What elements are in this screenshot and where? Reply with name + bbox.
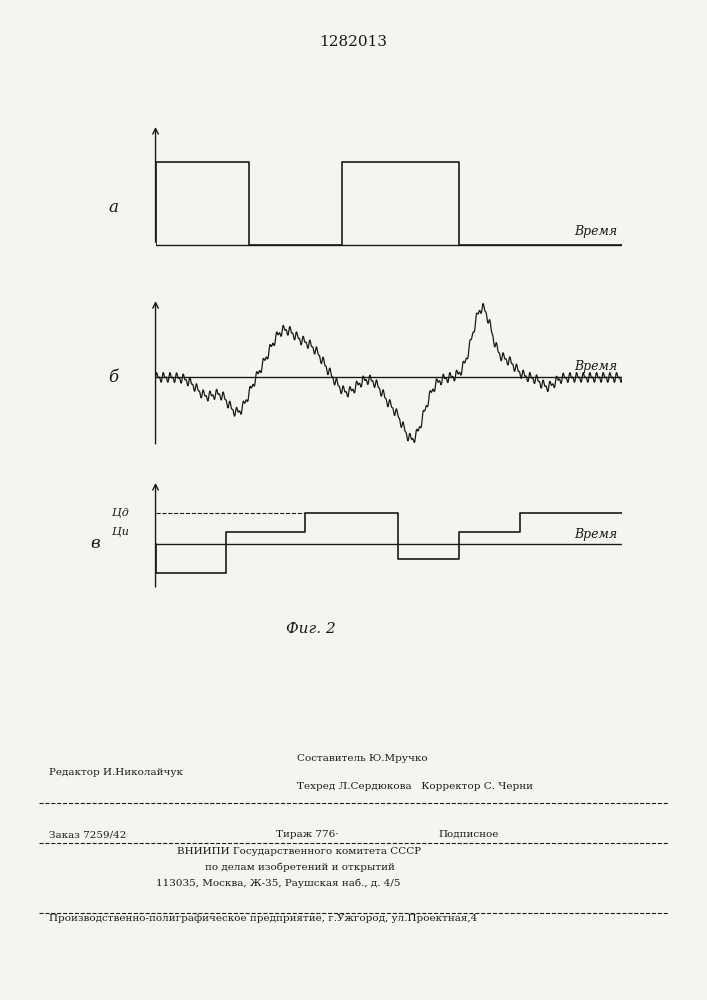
Text: Время: Время	[574, 528, 617, 541]
Text: по делам изобретений и открытий: по делам изобретений и открытий	[205, 862, 395, 872]
Text: 113035, Москва, Ж-35, Раушская наб., д. 4/5: 113035, Москва, Ж-35, Раушская наб., д. …	[156, 879, 400, 888]
Text: 1282013: 1282013	[320, 35, 387, 49]
Text: Составитель Ю.Мручко: Составитель Ю.Мручко	[297, 754, 428, 763]
Text: Ци: Ци	[112, 527, 129, 537]
Text: Подписное: Подписное	[438, 830, 498, 839]
Text: в: в	[90, 535, 100, 552]
Text: ВНИИПИ Государственного комитета СССР: ВНИИПИ Государственного комитета СССР	[177, 847, 421, 856]
Text: Заказ 7259/42: Заказ 7259/42	[49, 830, 127, 839]
Text: Техред Л.Сердюкова   Корректор С. Черни: Техред Л.Сердюкова Корректор С. Черни	[297, 782, 533, 791]
Text: б: б	[108, 369, 119, 386]
Text: Время: Время	[574, 360, 617, 373]
Text: а: а	[109, 199, 119, 216]
Text: Производственно-полиграфическое предприятие, г.Ужгород, ул.Проектная,4: Производственно-полиграфическое предприя…	[49, 914, 478, 923]
Text: Фиг. 2: Фиг. 2	[286, 622, 336, 636]
Text: Редактор И.Николайчук: Редактор И.Николайчук	[49, 768, 184, 777]
Text: Тираж 776·: Тираж 776·	[276, 830, 338, 839]
Text: Цд: Цд	[112, 508, 129, 518]
Text: Время: Время	[574, 225, 617, 237]
